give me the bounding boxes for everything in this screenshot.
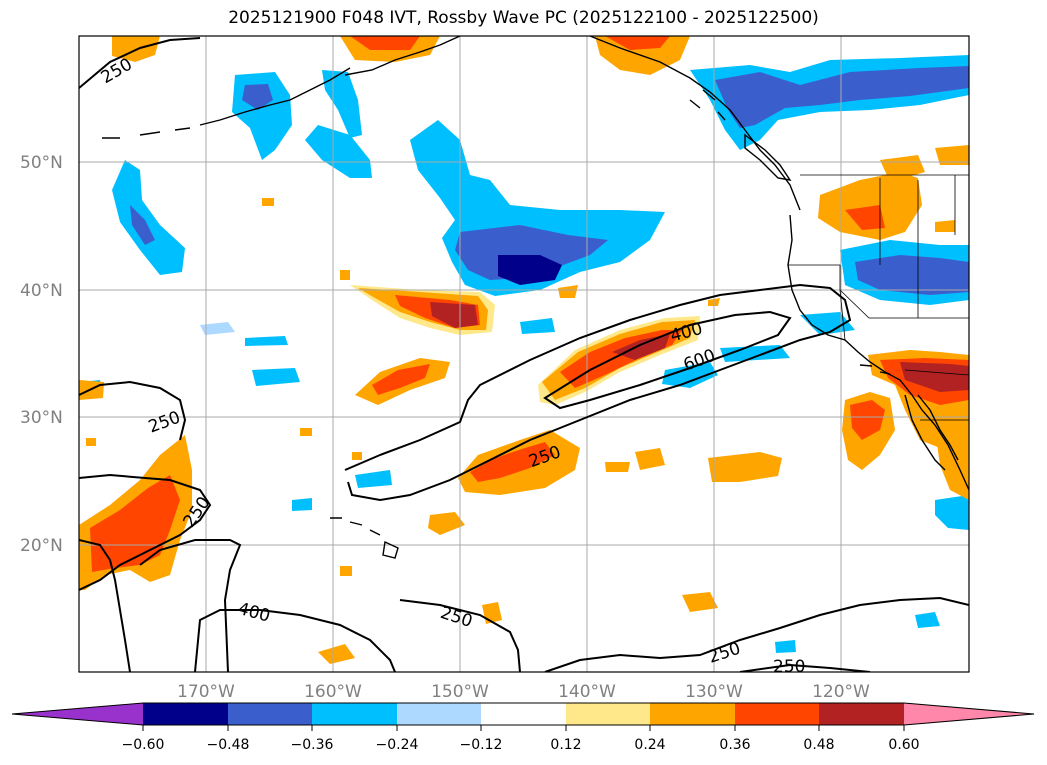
colorbar-tick-label: −0.12 <box>460 737 503 753</box>
colorbar-extend-max <box>904 703 1034 725</box>
colorbar: −0.60 −0.48 −0.36 −0.24 −0.12 0.12 0.24 … <box>11 702 1035 753</box>
colorbar-segment <box>312 703 397 725</box>
colorbar-segment <box>228 703 312 725</box>
political-borders <box>788 174 969 421</box>
colorbar-tick-label: 0.60 <box>888 737 919 753</box>
lon-label-150w: 150°W <box>431 682 489 702</box>
ivt-contours <box>79 37 969 672</box>
colorbar-segment <box>566 703 650 725</box>
colorbar-segment <box>650 703 735 725</box>
map-title: 2025121900 F048 IVT, Rossby Wave PC (202… <box>228 8 819 28</box>
lat-label-30n: 30°N <box>20 408 63 428</box>
lat-label-50n: 50°N <box>20 153 63 173</box>
colorbar-segment <box>819 703 904 725</box>
colorbar-segment <box>735 703 819 725</box>
colorbar-extend-min <box>12 703 143 725</box>
lon-label-160w: 160°W <box>304 682 362 702</box>
lat-label-40n: 40°N <box>20 281 63 301</box>
negative-ivt-anomalies <box>80 55 969 653</box>
colorbar-tick-label: −0.48 <box>207 737 250 753</box>
lon-label-130w: 130°W <box>685 682 743 702</box>
colorbar-segment <box>481 703 566 725</box>
colorbar-tick-label: 0.36 <box>719 737 750 753</box>
graticule <box>79 36 969 672</box>
colorbar-segment <box>143 703 228 725</box>
colorbar-tick-label: 0.24 <box>634 737 665 753</box>
colorbar-tick-label: 0.48 <box>803 737 834 753</box>
colorbar-tick-label: 0.12 <box>550 737 581 753</box>
lon-label-120w: 120°W <box>812 682 870 702</box>
colorbar-tick-label: −0.24 <box>376 737 419 753</box>
colorbar-tick-label: −0.36 <box>291 737 334 753</box>
lat-label-20n: 20°N <box>20 536 63 556</box>
map-plot-area <box>79 36 969 672</box>
contour-label-250-bottom: 250 <box>773 657 805 677</box>
colorbar-segment <box>397 703 481 725</box>
lon-label-140w: 140°W <box>558 682 616 702</box>
lon-label-170w: 170°W <box>177 682 235 702</box>
map-frame <box>78 35 970 673</box>
colorbar-tick-label: −0.60 <box>122 737 165 753</box>
longitude-labels: 170°W 160°W 150°W 140°W 130°W 120°W <box>177 682 870 702</box>
latitude-labels: 50°N 40°N 30°N 20°N <box>20 153 63 556</box>
